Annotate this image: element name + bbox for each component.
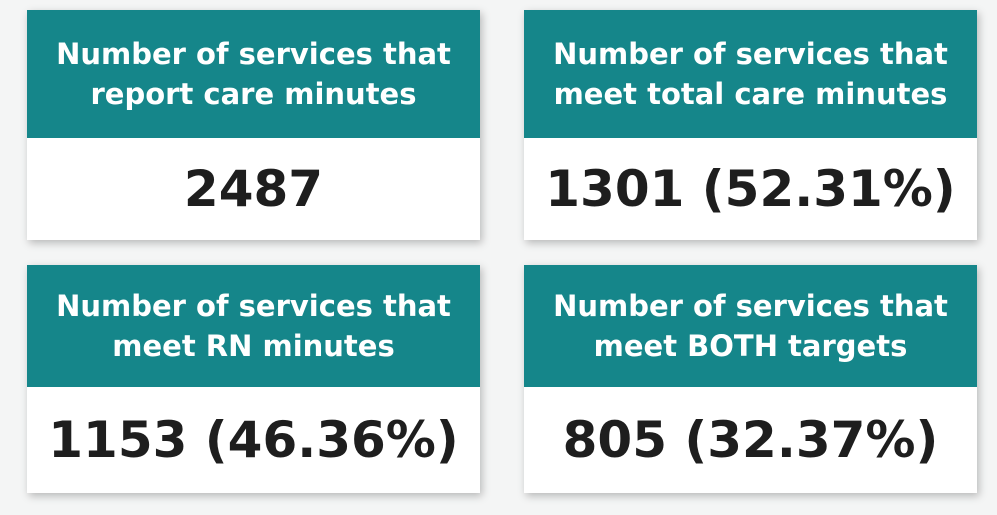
card-header: Number of services that meet BOTH target… bbox=[524, 265, 977, 387]
card-label: Number of services that bbox=[553, 37, 948, 71]
kpi-card: Number of services that report care minu… bbox=[27, 10, 480, 240]
card-value: 2487 bbox=[183, 160, 324, 218]
card-label: Number of services that bbox=[56, 289, 451, 323]
card-value: 1301 (52.31%) bbox=[545, 160, 956, 218]
kpi-card: Number of services that meet BOTH target… bbox=[524, 265, 977, 493]
card-header: Number of services that report care minu… bbox=[27, 10, 480, 138]
card-header: Number of services that meet RN minutes bbox=[27, 265, 480, 387]
card-label: Number of services that bbox=[56, 37, 451, 71]
card-label: meet RN minutes bbox=[112, 329, 395, 363]
kpi-card: Number of services that meet total care … bbox=[524, 10, 977, 240]
card-label: meet BOTH targets bbox=[593, 329, 908, 363]
card-value: 805 (32.37%) bbox=[562, 411, 939, 469]
card-label: Number of services that bbox=[553, 289, 948, 323]
card-label: meet total care minutes bbox=[553, 77, 948, 111]
card-value: 1153 (46.36%) bbox=[48, 411, 459, 469]
kpi-card: Number of services that meet RN minutes … bbox=[27, 265, 480, 493]
card-header: Number of services that meet total care … bbox=[524, 10, 977, 138]
card-label: report care minutes bbox=[90, 77, 417, 111]
